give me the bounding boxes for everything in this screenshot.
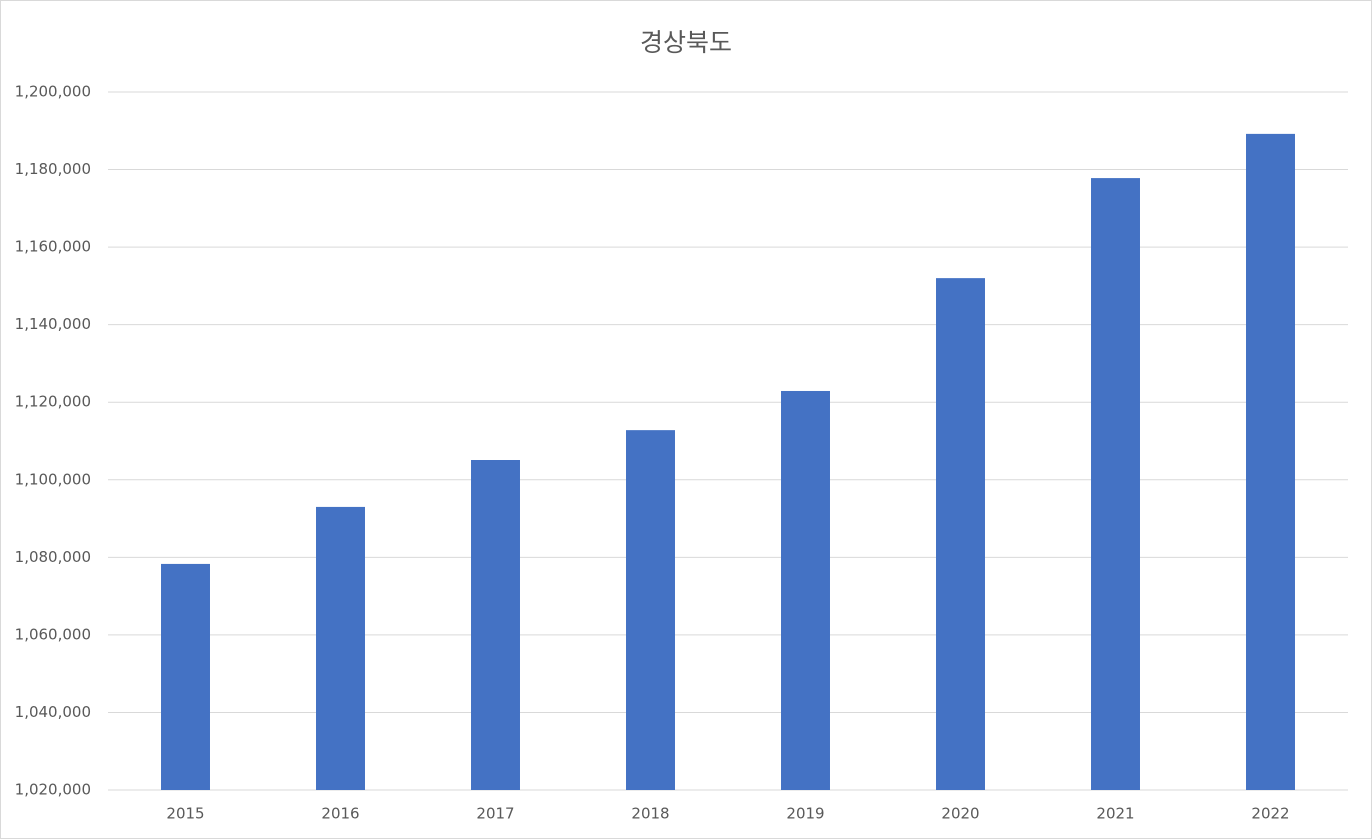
x-tick-label: 2021 (1096, 805, 1134, 823)
y-tick-label: 1,100,000 (15, 470, 91, 488)
bar (781, 390, 830, 790)
y-tick-label: 1,040,000 (15, 703, 91, 721)
bar (1246, 133, 1295, 790)
x-tick-label: 2022 (1251, 805, 1289, 823)
x-tick-label: 2018 (631, 805, 669, 823)
y-tick-label: 1,200,000 (15, 83, 91, 101)
bar (936, 278, 985, 790)
bar (626, 430, 675, 790)
bar (471, 460, 520, 790)
y-tick-label: 1,120,000 (15, 393, 91, 411)
bar (1091, 178, 1140, 790)
x-tick-label: 2017 (476, 805, 514, 823)
bar (316, 506, 365, 790)
y-tick-label: 1,060,000 (15, 625, 91, 643)
y-tick-label: 1,180,000 (15, 160, 91, 178)
y-tick-label: 1,160,000 (15, 238, 91, 256)
chart-title: 경상북도 (640, 28, 732, 57)
x-tick-label: 2016 (321, 805, 359, 823)
y-tick-label: 1,080,000 (15, 548, 91, 566)
x-tick-label: 2019 (786, 805, 824, 823)
y-tick-label: 1,020,000 (15, 781, 91, 799)
bar (161, 563, 210, 790)
x-tick-label: 2015 (166, 805, 204, 823)
y-tick-label: 1,140,000 (15, 315, 91, 333)
x-tick-label: 2020 (941, 805, 979, 823)
